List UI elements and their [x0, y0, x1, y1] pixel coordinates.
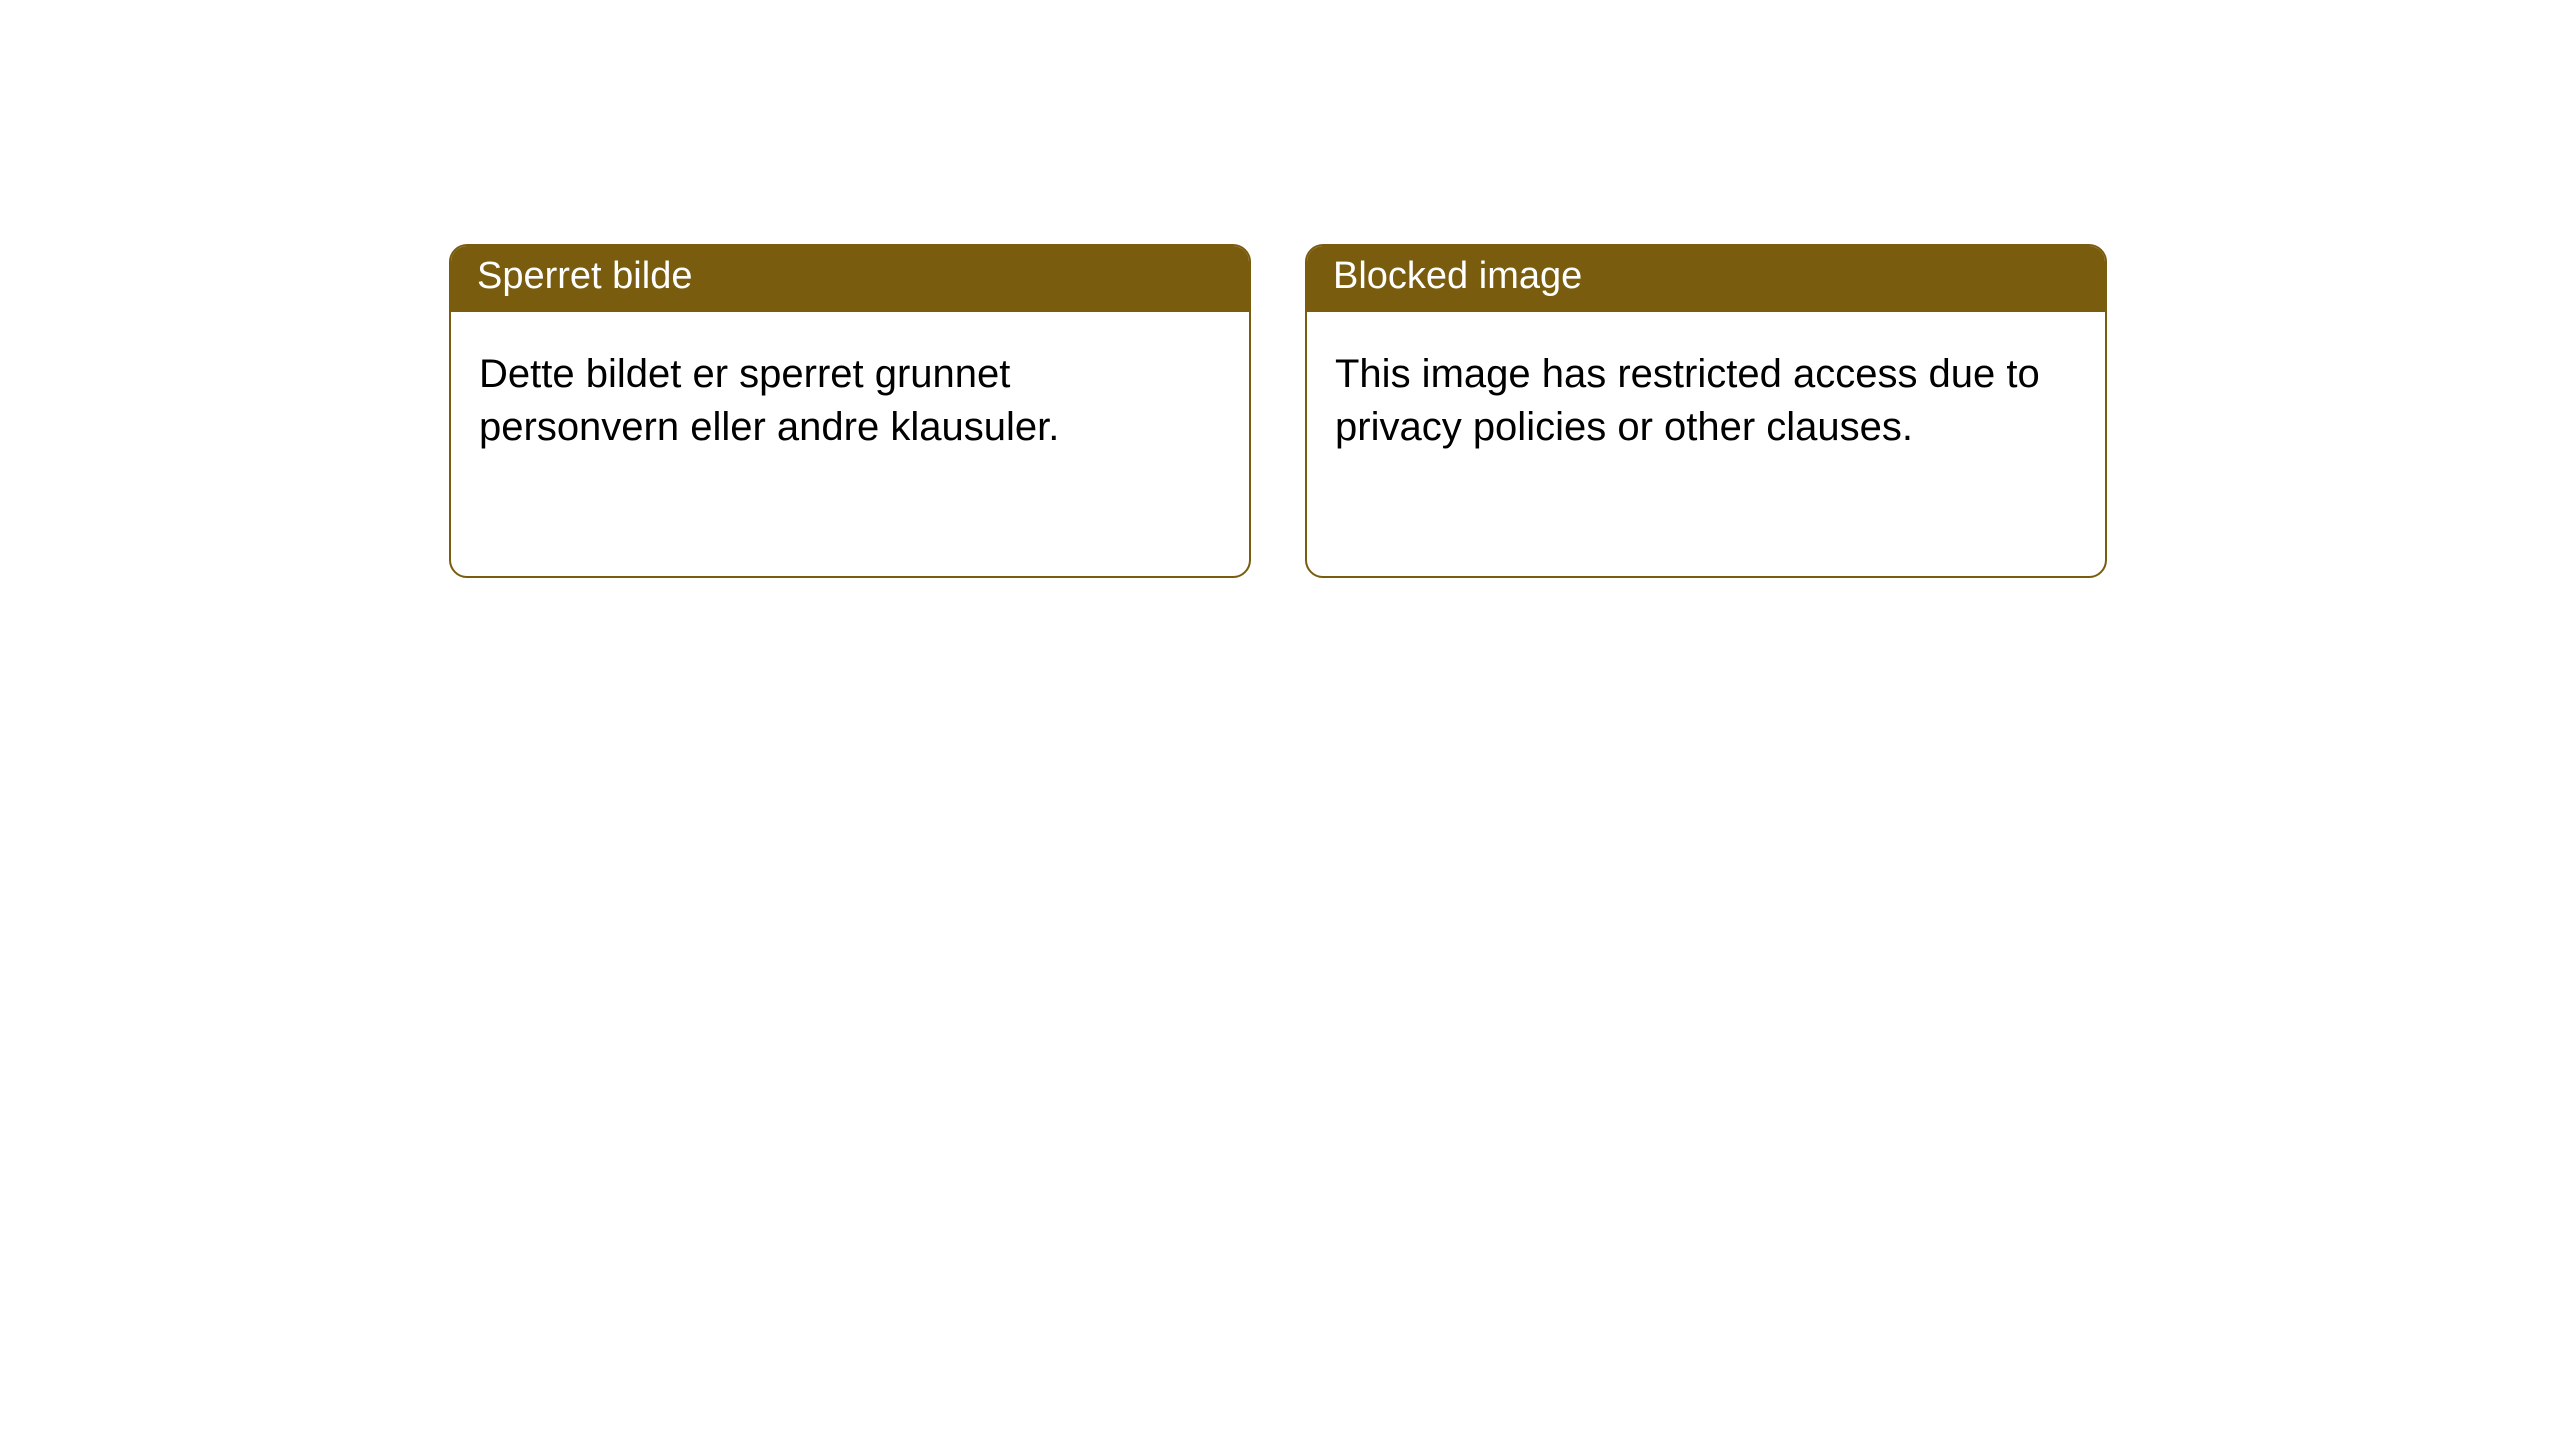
- notice-body: This image has restricted access due to …: [1307, 312, 2105, 482]
- notice-body: Dette bildet er sperret grunnet personve…: [451, 312, 1249, 482]
- notice-card-english: Blocked image This image has restricted …: [1305, 244, 2107, 578]
- notice-header: Sperret bilde: [451, 246, 1249, 312]
- notice-message: Dette bildet er sperret grunnet personve…: [479, 352, 1059, 449]
- notice-title: Sperret bilde: [477, 255, 692, 297]
- notice-title: Blocked image: [1333, 255, 1582, 297]
- notice-container: Sperret bilde Dette bildet er sperret gr…: [0, 0, 2560, 578]
- notice-header: Blocked image: [1307, 246, 2105, 312]
- notice-message: This image has restricted access due to …: [1335, 352, 2040, 449]
- notice-card-norwegian: Sperret bilde Dette bildet er sperret gr…: [449, 244, 1251, 578]
